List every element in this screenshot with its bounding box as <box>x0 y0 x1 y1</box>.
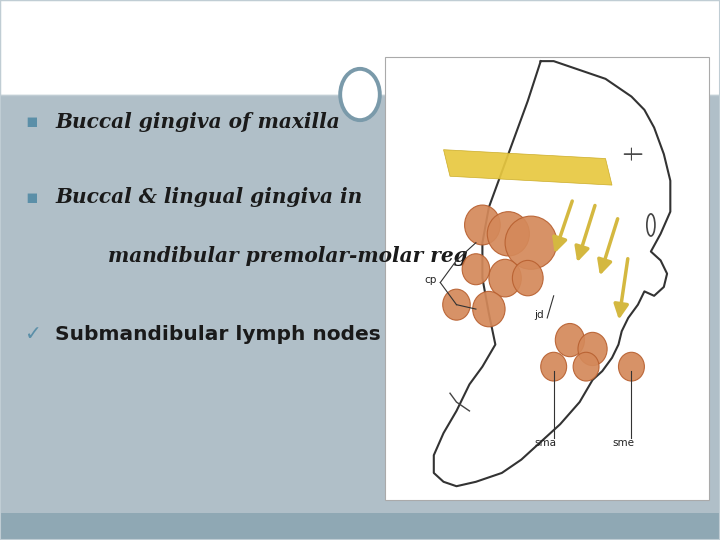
FancyBboxPatch shape <box>0 94 720 513</box>
FancyBboxPatch shape <box>0 513 720 540</box>
Text: Submandibular lymph nodes: Submandibular lymph nodes <box>55 325 381 345</box>
Ellipse shape <box>505 216 557 269</box>
Ellipse shape <box>340 69 380 120</box>
Ellipse shape <box>513 260 543 296</box>
Text: jd: jd <box>534 310 544 320</box>
Text: ✓: ✓ <box>25 325 42 345</box>
Ellipse shape <box>464 205 500 245</box>
Ellipse shape <box>462 254 490 285</box>
Ellipse shape <box>618 352 644 381</box>
Ellipse shape <box>555 323 585 357</box>
Text: cp: cp <box>424 274 436 285</box>
Polygon shape <box>444 150 612 185</box>
Ellipse shape <box>443 289 470 320</box>
Ellipse shape <box>578 332 607 366</box>
Ellipse shape <box>487 212 529 256</box>
Text: mandibular premolar-molar reg: mandibular premolar-molar reg <box>108 246 468 267</box>
Text: Buccal & lingual gingiva in: Buccal & lingual gingiva in <box>55 187 363 207</box>
Ellipse shape <box>489 259 521 297</box>
Text: sma: sma <box>534 438 557 448</box>
Text: sme: sme <box>612 438 634 448</box>
Ellipse shape <box>541 352 567 381</box>
FancyBboxPatch shape <box>0 0 720 94</box>
FancyBboxPatch shape <box>385 57 709 500</box>
Text: ▪: ▪ <box>25 187 38 207</box>
Ellipse shape <box>573 352 599 381</box>
Ellipse shape <box>473 292 505 327</box>
Text: ▪: ▪ <box>25 112 38 131</box>
Text: Buccal gingiva of maxilla: Buccal gingiva of maxilla <box>55 111 340 132</box>
